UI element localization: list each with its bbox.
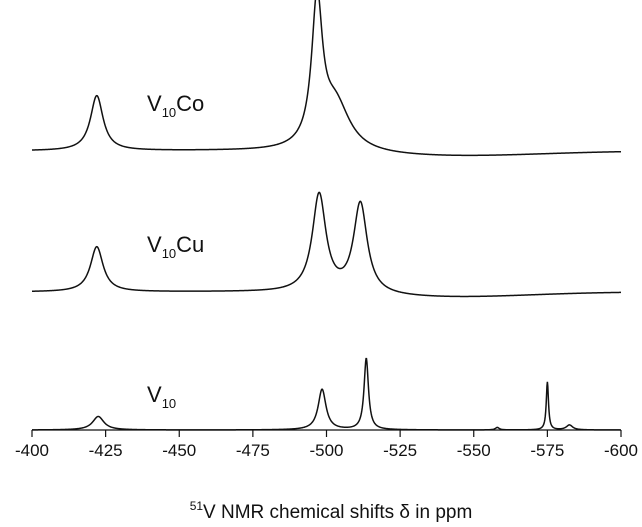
x-tick-label: -450 <box>162 441 196 460</box>
x-tick-label: -425 <box>89 441 123 460</box>
x-axis-title-superscript: 51 <box>190 499 204 513</box>
x-axis-title-text: V NMR chemical shifts δ in ppm <box>203 502 472 523</box>
x-tick-label: -550 <box>457 441 491 460</box>
series-label-3: V10 <box>147 382 176 411</box>
series-label-1: V10Co <box>147 91 204 120</box>
x-tick-label: -600 <box>604 441 638 460</box>
x-tick-label: -500 <box>309 441 343 460</box>
x-axis-ticks: -400 -425 -450 -475 -500 -525 -550 -575 -600 <box>15 430 638 460</box>
spectrum-line-series-1 <box>31 0 622 157</box>
spectrum-line-series-2 <box>31 191 621 298</box>
series-labels: V10Co V10Cu V10 <box>147 91 204 411</box>
spectrum-line-series-3 <box>32 357 621 431</box>
x-tick-label: -475 <box>236 441 270 460</box>
x-tick-label: -525 <box>383 441 417 460</box>
x-axis-title: 51V NMR chemical shifts δ in ppm <box>190 499 473 523</box>
series-label-2: V10Cu <box>147 232 204 261</box>
x-tick-label: -400 <box>15 441 49 460</box>
spectra-traces <box>31 0 622 431</box>
x-tick-label: -575 <box>530 441 564 460</box>
